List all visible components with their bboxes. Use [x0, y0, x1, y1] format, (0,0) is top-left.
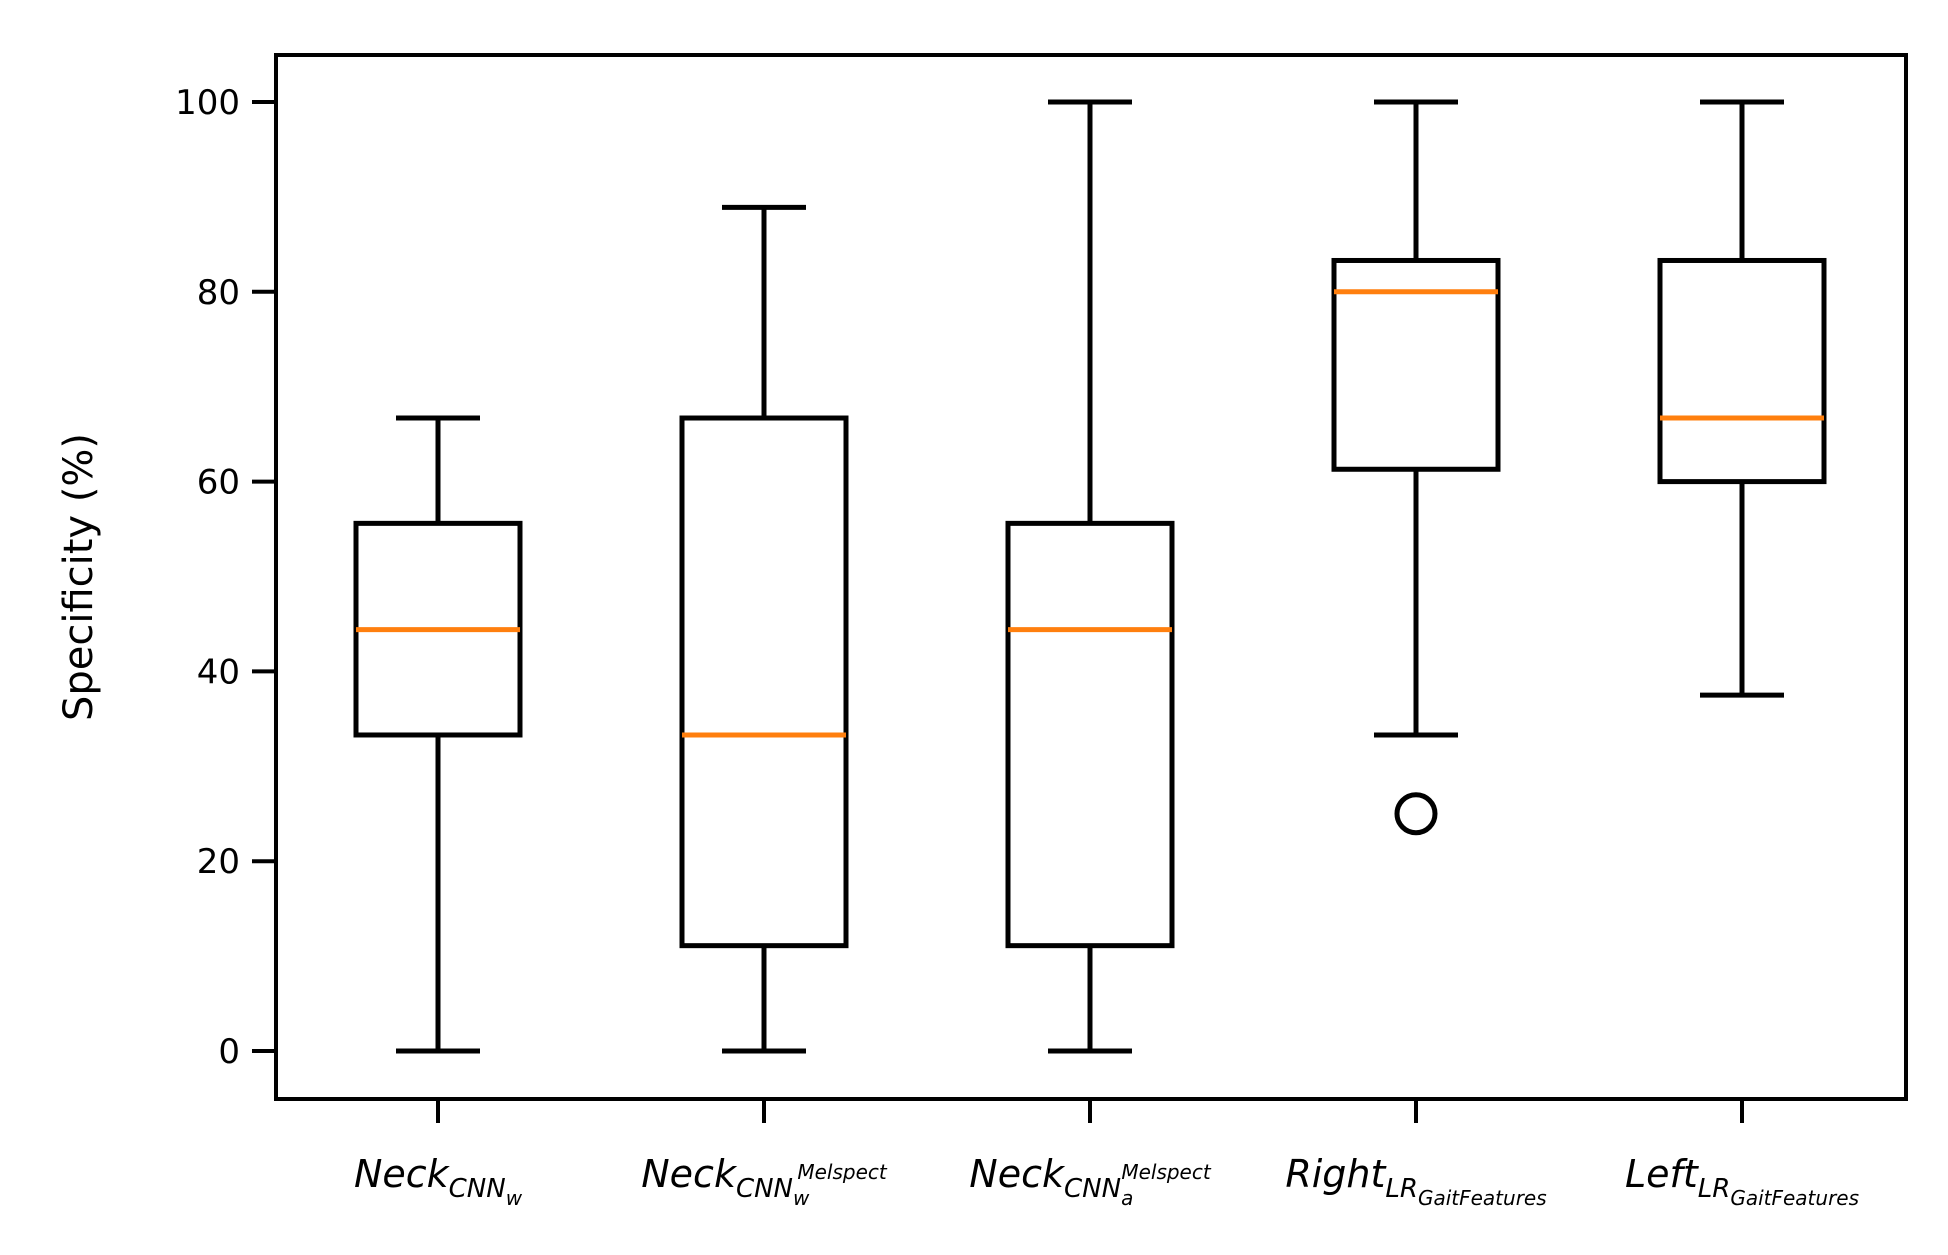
x-tick-label: NeckCNNw: [354, 1152, 523, 1210]
plot-area: [353, 99, 1827, 1054]
y-tick-label: 100: [175, 83, 240, 123]
x-tick-label: RightLRGaitFeatures: [1285, 1152, 1546, 1210]
y-tick-label: 40: [197, 652, 240, 692]
box-group: [1331, 99, 1501, 836]
iqr-box: [1005, 520, 1175, 949]
x-tick-label: NeckCNNwMelspect: [641, 1152, 888, 1210]
box-group: [1005, 99, 1175, 1054]
box-group: [679, 204, 849, 1054]
iqr-box: [1331, 257, 1501, 472]
y-axis-label: Specificity (%): [56, 433, 102, 721]
x-axis-ticks: NeckCNNw NeckCNNwMelspect NeckCNNaMelspect…: [354, 1099, 1859, 1210]
plot-frame: [274, 53, 1908, 1101]
y-tick-label: 60: [197, 463, 240, 503]
iqr-box: [1657, 257, 1827, 485]
box-group: [1657, 99, 1827, 698]
x-tick-label: LeftLRGaitFeatures: [1625, 1152, 1859, 1210]
iqr-box: [679, 415, 849, 949]
x-tick-label: NeckCNNaMelspect: [969, 1152, 1212, 1210]
box-group: [353, 415, 523, 1054]
y-tick-label: 80: [197, 273, 240, 313]
y-axis-ticks: 0 20 40 60 80 100: [175, 83, 276, 1072]
outlier-point: [1394, 792, 1438, 836]
y-tick-label: 20: [197, 842, 240, 882]
y-tick-label: 0: [218, 1032, 240, 1072]
